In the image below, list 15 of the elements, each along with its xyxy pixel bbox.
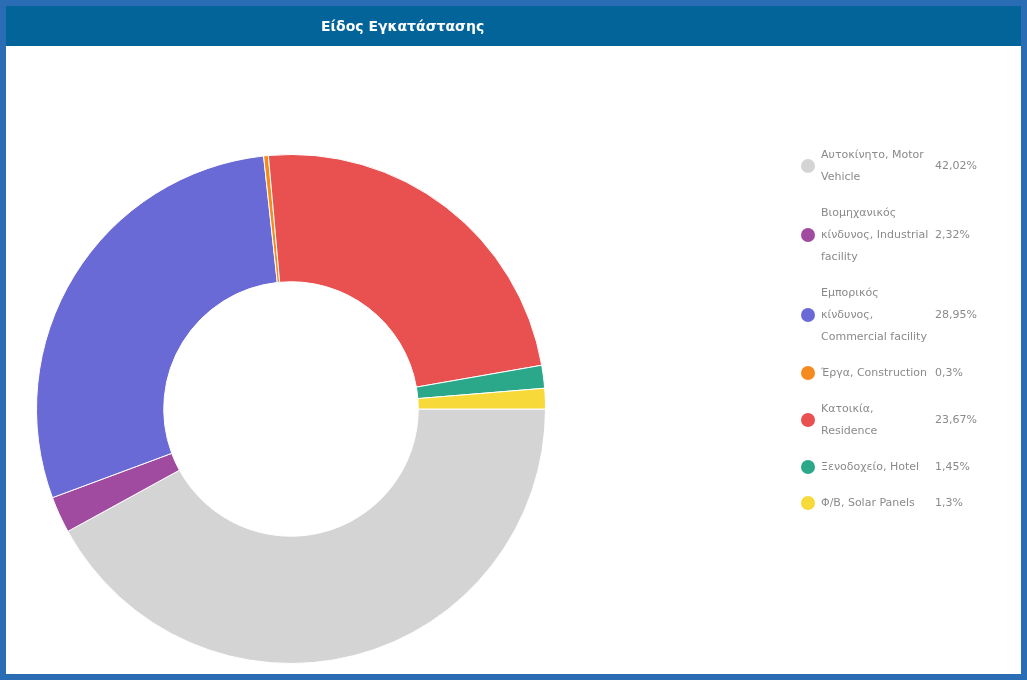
data-label: 28,95% — [935, 307, 977, 323]
data-label: 2,32% — [935, 227, 970, 243]
data-label: 42,02% — [935, 158, 977, 174]
legend-label: Ξενοδοχείο, Hotel — [821, 459, 921, 475]
legend-label: Έργα, Construction — [821, 365, 928, 381]
legend-label: Κατοικία, Residence — [821, 401, 879, 439]
data-label: 1,3% — [935, 495, 963, 511]
legend-label: Φ/Β, Solar Panels — [821, 495, 916, 511]
data-label: 0,3% — [935, 365, 963, 381]
legend-label: Βιομηχανικός κίνδυνος, Industrial facility — [821, 205, 929, 265]
data-label: 23,67% — [935, 412, 977, 428]
legend-label: Αυτοκίνητο, Motor Vehicle — [821, 147, 925, 185]
legend-label: Εμπορικός κίνδυνος, Commercial facility — [821, 285, 928, 345]
chart-title: Είδος Εγκατάστασης — [321, 17, 485, 36]
data-label: 1,45% — [935, 459, 970, 475]
